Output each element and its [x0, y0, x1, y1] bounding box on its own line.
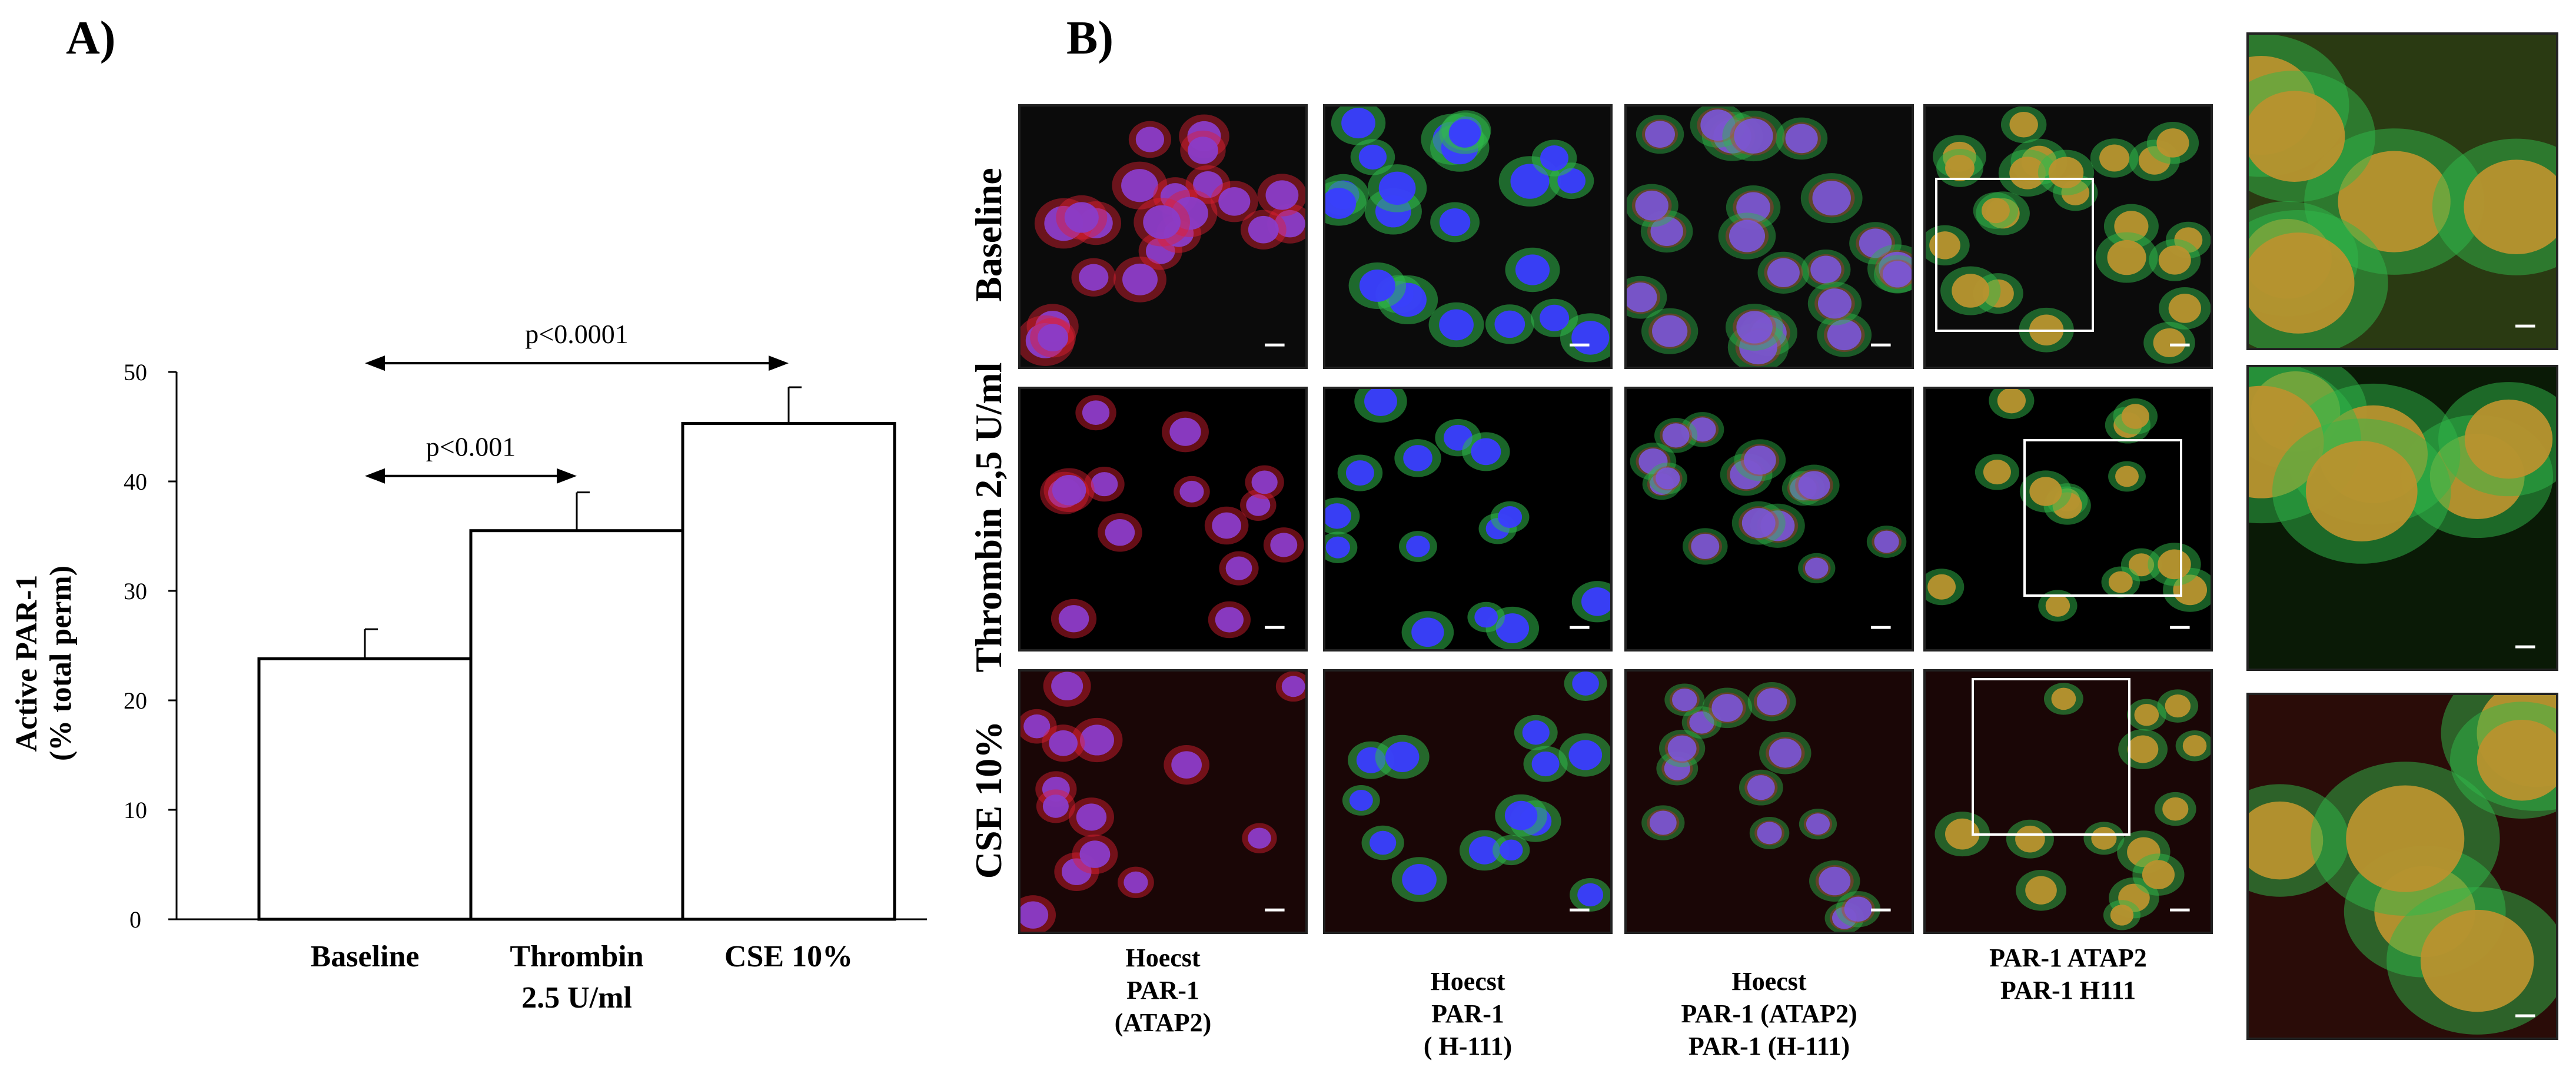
column-label-line: PAR-1 (H-111) [1688, 1032, 1850, 1061]
micrograph-image [1624, 104, 1914, 369]
y-tick-label: 30 [124, 578, 147, 604]
micrograph-image [1923, 387, 2213, 651]
row-label: CSE 10% [968, 720, 1009, 879]
micrograph-image [1323, 387, 1613, 651]
column-label: PAR-1 ATAP2 PAR-1 H111 [1923, 942, 2213, 1006]
column-label-line: PAR-1 ATAP2 [1989, 943, 2147, 972]
zoom-region-box [1972, 678, 2130, 836]
micrograph-image [1923, 669, 2213, 934]
bar [681, 421, 896, 921]
x-tick-label: Baseline [311, 940, 420, 973]
column-label-line: PAR-1 [1431, 999, 1504, 1028]
micrograph-image [1923, 104, 2213, 369]
column-label-line: PAR-1 [1126, 976, 1199, 1005]
column-label: Hoecst PAR-1 (ATAP2) PAR-1 (H-111) [1624, 965, 1914, 1062]
zoomed-micrograph [2246, 32, 2558, 350]
zoom-region-box [2023, 439, 2182, 597]
y-tick-label: 40 [124, 468, 147, 495]
bar [469, 529, 684, 921]
y-tick-label: 20 [124, 687, 147, 714]
micrograph-image [1018, 104, 1308, 369]
column-label-line: ( H-111) [1423, 1032, 1513, 1061]
bar [257, 657, 473, 921]
bar-chart: 0 10 20 30 40 50 Active PAR-1 (% total perm) Bas… [10, 319, 927, 1015]
micrograph-image [1018, 387, 1308, 651]
zoom-region-box [1935, 178, 2094, 332]
micrograph-image [1018, 669, 1308, 934]
arrow-head-right [557, 468, 577, 484]
column-label: Hoecst PAR-1 ( H-111) [1323, 965, 1613, 1062]
column-label-line: (ATAP2) [1114, 1008, 1212, 1037]
column-label-line: Hoecst [1125, 943, 1201, 972]
significance-label: p<0.0001 [525, 319, 628, 349]
column-label-line: Hoecst [1430, 967, 1505, 996]
y-tick-label: 0 [129, 906, 141, 933]
arrow-head-left [365, 468, 385, 484]
panel-label-a: A) [66, 12, 116, 64]
significance-label: p<0.001 [426, 432, 516, 462]
y-tick-label: 50 [124, 359, 147, 385]
column-label-line: Hoecst [1731, 967, 1807, 996]
column-label: Hoecst PAR-1 (ATAP2) [1018, 942, 1308, 1039]
x-tick-label-line2: 2.5 U/ml [521, 981, 632, 1015]
column-label-line: PAR-1 H111 [2000, 976, 2136, 1005]
micrograph-image [1624, 387, 1914, 651]
arrow-head-left [365, 355, 385, 371]
y-tick-label: 10 [124, 797, 147, 823]
zoomed-micrograph [2246, 693, 2558, 1040]
x-tick-label: Thrombin [510, 940, 643, 973]
panel-label-b: B) [1066, 12, 1114, 64]
arrow-head-right [769, 355, 789, 371]
micrograph-image [1624, 669, 1914, 934]
y-axis-label: Active PAR-1 [10, 575, 44, 752]
column-label-line: PAR-1 (ATAP2) [1681, 999, 1857, 1028]
micrograph-image [1323, 104, 1613, 369]
x-tick-label: CSE 10% [724, 940, 853, 973]
y-axis-label-units: (% total perm) [44, 566, 78, 761]
micrograph-image [1323, 669, 1613, 934]
zoomed-micrograph [2246, 365, 2558, 671]
